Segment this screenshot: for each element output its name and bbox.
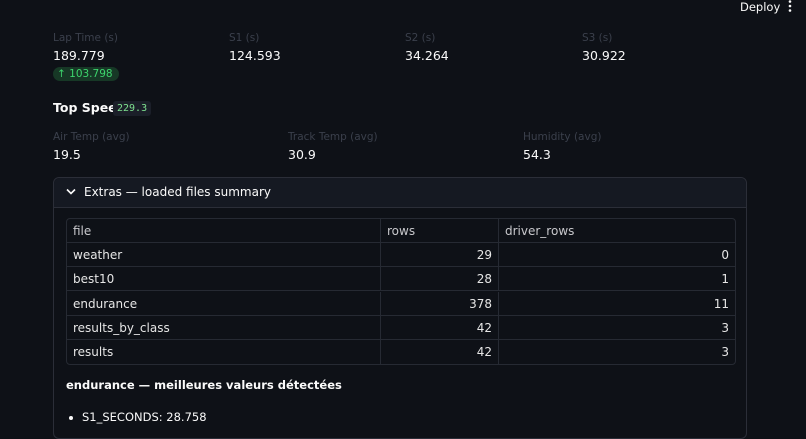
bullet-text: S1_SECONDS: 28.758 [82,410,207,424]
chevron-icon [66,188,76,195]
metric-value: 19.5 [53,147,81,162]
menu-button[interactable] [787,0,793,12]
metric-label: S1 (s) [229,32,260,44]
expander-title: Extras — loaded files summary [84,185,271,199]
table-cell: endurance [67,291,381,316]
column-header: driver_rows [499,219,735,243]
metric-value: 189.779 [53,48,105,63]
table-cell: best10 [67,267,381,292]
table-cell: 42 [381,340,499,364]
delta-value: 103.798 [69,68,113,80]
table-cell: 0 [499,243,735,268]
deploy-button[interactable]: Deploy [740,0,781,14]
bullet-list: S1_SECONDS: 28.758 [66,410,207,424]
table-cell: 1 [499,267,735,292]
table-cell: results_by_class [67,315,381,340]
expander-header[interactable]: Extras — loaded files summary [54,178,746,208]
table-cell: results [67,340,381,364]
metric-label: Track Temp (avg) [288,131,378,143]
metric-label: S2 (s) [405,32,436,44]
metric-label: Lap Time (s) [53,32,118,44]
bullet-item: S1_SECONDS: 28.758 [66,410,207,424]
section-heading: endurance — meilleures valeurs détectées [66,378,342,392]
table-cell: 378 [381,291,499,316]
table-cell: 28 [381,267,499,292]
table-cell: 42 [381,315,499,340]
metric-label: Humidity (avg) [523,131,602,143]
column-header: rows [381,219,499,243]
bullet-dot [69,416,73,420]
metric-value: 124.593 [229,48,281,63]
table-cell: 3 [499,316,735,340]
metric-value: 54.3 [523,147,551,162]
top-speed-value: 229.3 [113,101,152,116]
metric-delta: ↑ 103.798 [53,67,119,81]
table-cell: 11 [499,292,735,316]
column-header: file [67,219,381,243]
table-cell: weather [67,243,381,268]
metric-label: Air Temp (avg) [53,131,130,143]
table-cell: 29 [381,243,499,268]
metric-label: S3 (s) [582,32,613,44]
top-speed-label: Top Speed: [53,100,131,115]
metric-value: 34.264 [405,48,449,63]
metric-value: 30.9 [288,147,316,162]
page: Deploy Lap Time (s) 189.779 ↑ 103.798 S1… [53,0,793,439]
table-cell: 3 [721,345,729,359]
expander: Extras — loaded files summary file rows dr… [53,177,747,439]
metric-value: 30.922 [582,48,626,63]
